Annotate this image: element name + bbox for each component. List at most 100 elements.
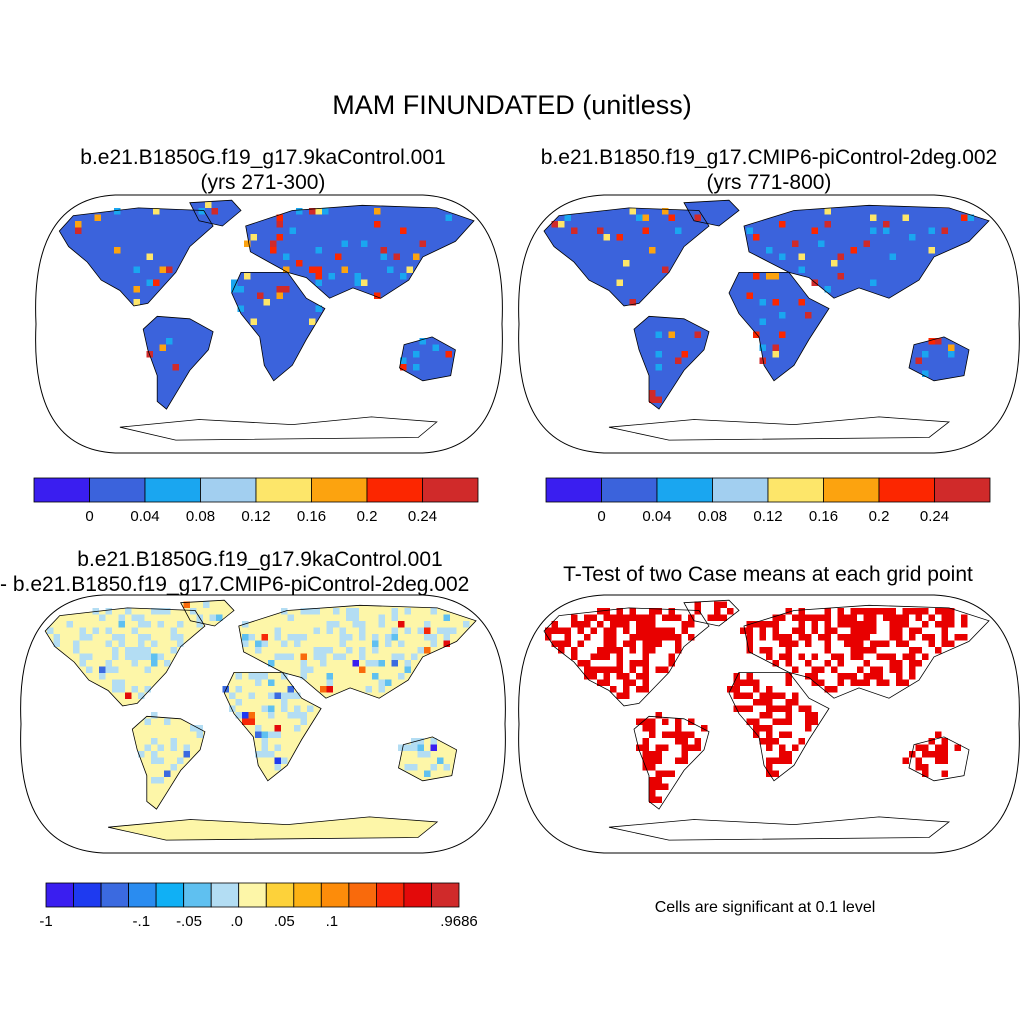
land-antarctica [609, 416, 949, 441]
grid-cell [261, 738, 268, 745]
grid-cell [662, 627, 669, 634]
colorbar-swatch [422, 477, 479, 503]
grid-cell [759, 634, 766, 641]
grid-cell [857, 647, 864, 654]
grid-cell [287, 712, 294, 719]
grid-cell [424, 770, 431, 777]
grid-cell [642, 627, 649, 634]
grid-cell [339, 640, 346, 647]
grid-cell [961, 614, 968, 621]
grid-cell [231, 279, 238, 286]
grid-cell [255, 647, 262, 654]
grid-cell [662, 208, 669, 215]
grid-cell [170, 647, 177, 654]
colorbar-tick-label: 0.12 [753, 508, 782, 525]
grid-cell [151, 738, 158, 745]
grid-cell [701, 725, 708, 732]
grid-cell [668, 214, 675, 221]
grid-cell [681, 744, 688, 751]
grid-cell [837, 621, 844, 628]
grid-cell [270, 247, 277, 254]
grid-cell [564, 640, 571, 647]
grid-cell [584, 614, 591, 621]
grid-cell [785, 653, 792, 660]
grid-cell [391, 660, 398, 667]
grid-cell [837, 273, 844, 280]
grid-cell [889, 660, 896, 667]
grid-cell [889, 621, 896, 628]
grid-cell [411, 738, 418, 745]
grid-cell [681, 621, 688, 628]
grid-cell [283, 266, 290, 273]
grid-cell [915, 647, 922, 654]
grid-cell [603, 640, 610, 647]
grid-cell [896, 621, 903, 628]
colorbar-tick-label: 0.16 [297, 508, 326, 525]
grid-cell [740, 679, 747, 686]
grid-cell [571, 614, 578, 621]
grid-cell [398, 621, 405, 628]
grid-cell [753, 679, 760, 686]
grid-cell [772, 299, 779, 306]
grid-cell [315, 273, 322, 280]
grid-cell [740, 692, 747, 699]
grid-cell [268, 692, 275, 699]
grid-cell [287, 692, 294, 699]
grid-cell [294, 725, 301, 732]
coastline-eurasia [743, 604, 990, 699]
grid-cell [211, 208, 218, 215]
grid-cell [785, 751, 792, 758]
colorbar-tick-label: .0 [230, 913, 243, 930]
grid-cell [785, 699, 792, 706]
grid-cell [359, 627, 366, 634]
grid-cell [967, 214, 974, 221]
grid-cell [896, 679, 903, 686]
grid-cell [133, 266, 140, 273]
grid-cell [785, 634, 792, 641]
grid-cell [616, 673, 623, 680]
grid-cell [294, 634, 301, 641]
grid-cell [616, 653, 623, 660]
grid-cell [753, 686, 760, 693]
grid-cell [53, 640, 60, 647]
grid-cell [92, 627, 99, 634]
grid-cell [417, 627, 424, 634]
grid-cell [863, 673, 870, 680]
grid-cell [909, 627, 916, 634]
grid-cell [772, 344, 779, 351]
grid-cell [66, 621, 73, 628]
grid-cell [759, 621, 766, 628]
grid-cell [850, 679, 857, 686]
panel-diff-title: b.e21.B1850G.f19_g17.9kaControl.001 - b.… [0, 547, 520, 597]
grid-cell [785, 731, 792, 738]
grid-cell [118, 679, 125, 686]
coastline-southAmerica [131, 715, 206, 810]
grid-cell [766, 712, 773, 719]
grid-cell [753, 621, 760, 628]
grid-cell [883, 653, 890, 660]
grid-cell [675, 718, 682, 725]
grid-cell [144, 666, 151, 673]
grid-cell [766, 757, 773, 764]
grid-cell [281, 757, 288, 764]
grid-cell [649, 640, 656, 647]
grid-cell [445, 351, 452, 358]
grid-cell [255, 640, 262, 647]
grid-cell [183, 601, 190, 608]
grid-cell [157, 777, 164, 784]
grid-cell [385, 634, 392, 641]
grid-cell [597, 621, 604, 628]
grid-cell [636, 686, 643, 693]
grid-cell [772, 692, 779, 699]
grid-cell [662, 634, 669, 641]
grid-cell [430, 764, 437, 771]
panel-case1-title: b.e21.B1850G.f19_g17.9kaControl.001 (yrs… [18, 145, 508, 195]
grid-cell [157, 744, 164, 751]
grid-cell [131, 660, 138, 667]
grid-cell [772, 634, 779, 641]
grid-cell [655, 640, 662, 647]
grid-cell [281, 692, 288, 699]
grid-cell [99, 673, 106, 680]
colorbar-swatch [431, 882, 460, 908]
grid-cell [844, 634, 851, 641]
